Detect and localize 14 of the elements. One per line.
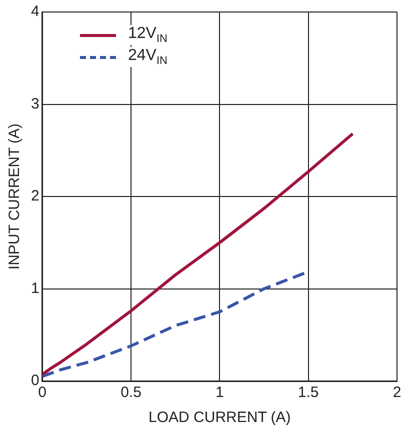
- x-axis-title: LOAD CURRENT (A): [148, 409, 291, 426]
- line-series: [42, 272, 306, 378]
- legend-label: 24V$_{IN}$: [126, 46, 170, 68]
- y-tick-label: 3: [31, 95, 40, 112]
- y-tick-label: 4: [31, 3, 40, 20]
- y-tick-label: 2: [31, 188, 40, 205]
- x-tick-label: 2: [392, 384, 402, 402]
- y-tick-label: 1: [31, 280, 40, 297]
- y-axis-title: INPUT CURRENT (A): [6, 123, 24, 270]
- x-tick-label: 1.5: [298, 384, 319, 402]
- x-tick-label: 0.5: [120, 384, 142, 402]
- legend-label: 12V$_{IN}$: [126, 24, 170, 46]
- x-tick-label: 1: [216, 384, 224, 402]
- y-tick-label: 0: [31, 372, 40, 390]
